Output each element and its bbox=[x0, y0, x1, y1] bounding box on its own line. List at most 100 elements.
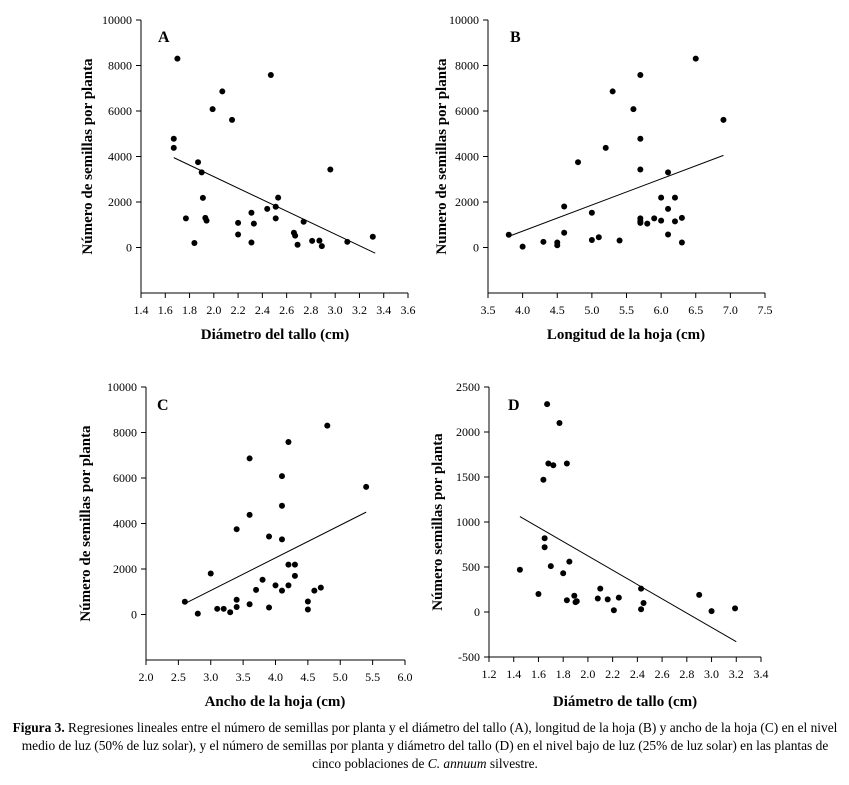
data-point-b bbox=[658, 217, 665, 224]
panel-letter-a: A bbox=[158, 29, 170, 46]
data-point-d bbox=[597, 585, 604, 592]
data-point-a bbox=[170, 144, 177, 151]
data-point-a bbox=[309, 237, 316, 244]
x-tick-label-d: 2.4 bbox=[630, 667, 645, 681]
data-point-b bbox=[692, 55, 699, 62]
y-tick-label-b: 6000 bbox=[455, 104, 479, 118]
y-tick-label-a: 8000 bbox=[108, 59, 132, 73]
regression-line-b bbox=[508, 154, 724, 237]
x-tick-label-b: 5.5 bbox=[619, 303, 634, 317]
regression-line-c bbox=[184, 511, 367, 605]
data-point-d bbox=[604, 596, 611, 603]
x-tick-label-d: 3.0 bbox=[704, 667, 719, 681]
data-point-a bbox=[235, 219, 242, 226]
x-tick-label-a: 2.8 bbox=[303, 303, 318, 317]
data-point-a bbox=[191, 239, 198, 246]
data-point-a bbox=[199, 194, 206, 201]
data-point-c bbox=[278, 473, 285, 480]
data-point-c bbox=[317, 584, 324, 591]
y-tick-label-a: 2000 bbox=[108, 195, 132, 209]
x-tick-label-b: 6.0 bbox=[654, 303, 669, 317]
data-point-b bbox=[651, 215, 658, 222]
data-point-c bbox=[233, 596, 240, 603]
data-point-c bbox=[246, 601, 253, 608]
x-tick-label-c: 2.5 bbox=[171, 670, 186, 684]
data-point-b bbox=[519, 243, 526, 250]
y-tick-label-a: 0 bbox=[126, 241, 132, 255]
data-point-a bbox=[198, 169, 205, 176]
data-point-c bbox=[233, 603, 240, 610]
data-point-c bbox=[285, 439, 292, 446]
data-point-b bbox=[595, 234, 602, 241]
data-point-d bbox=[541, 544, 548, 551]
data-point-c bbox=[259, 576, 266, 583]
caption-label: Figura 3. bbox=[12, 720, 65, 735]
x-axis-title-b: Longitud de la hoja (cm) bbox=[547, 327, 705, 343]
data-point-b bbox=[678, 214, 685, 221]
x-axis-title-c: Ancho de la hoja (cm) bbox=[205, 694, 346, 710]
data-point-b bbox=[609, 88, 616, 95]
x-tick-label-c: 4.5 bbox=[300, 670, 315, 684]
x-tick-label-a: 1.4 bbox=[134, 303, 149, 317]
data-point-a bbox=[235, 231, 242, 238]
x-tick-label-d: 1.6 bbox=[531, 667, 546, 681]
data-point-d bbox=[563, 597, 570, 604]
y-tick-label-b: 0 bbox=[473, 241, 479, 255]
data-point-d bbox=[566, 558, 573, 565]
data-point-d bbox=[640, 600, 647, 606]
data-point-a bbox=[316, 237, 323, 244]
data-point-c bbox=[291, 572, 298, 579]
y-axis-title-c: Número de semillas por planta bbox=[78, 425, 94, 622]
data-point-d bbox=[563, 460, 570, 467]
data-point-b bbox=[630, 106, 637, 113]
data-point-d bbox=[540, 476, 547, 483]
x-tick-label-d: 2.6 bbox=[655, 667, 670, 681]
data-point-b bbox=[678, 239, 685, 246]
data-point-c bbox=[266, 533, 273, 540]
data-point-b bbox=[665, 205, 672, 212]
y-tick-label-c: 6000 bbox=[113, 471, 137, 485]
y-tick-label-d: 2000 bbox=[456, 425, 480, 439]
data-point-d bbox=[516, 566, 523, 573]
data-point-c bbox=[253, 586, 260, 593]
data-point-a bbox=[369, 233, 376, 240]
y-tick-label-a: 4000 bbox=[108, 150, 132, 164]
panel-c: 0 2000 4000 6000 8000 10000 2.0 2.5 3.0 3.5 4.0 4.5… bbox=[78, 380, 413, 710]
x-axis-title-a: Diámetro del tallo (cm) bbox=[201, 327, 349, 343]
data-point-b bbox=[505, 231, 512, 238]
data-point-c bbox=[246, 455, 253, 462]
y-tick-label-c: 0 bbox=[131, 608, 137, 622]
data-point-d bbox=[708, 608, 715, 615]
data-point-b bbox=[658, 194, 665, 201]
y-tick-label-d: 1500 bbox=[456, 470, 480, 484]
data-point-c bbox=[246, 511, 253, 518]
data-point-a bbox=[248, 239, 255, 246]
x-tick-label-d: 1.8 bbox=[556, 667, 571, 681]
x-tick-label-a: 2.4 bbox=[255, 303, 270, 317]
data-point-d bbox=[550, 462, 557, 469]
data-point-a bbox=[170, 135, 177, 142]
y-tick-label-b: 8000 bbox=[455, 59, 479, 73]
data-point-b bbox=[644, 220, 651, 227]
data-point-c bbox=[227, 609, 234, 616]
data-point-b bbox=[588, 209, 595, 216]
data-point-c bbox=[220, 605, 227, 612]
data-point-b bbox=[575, 159, 582, 166]
data-point-b bbox=[637, 135, 644, 142]
data-point-a bbox=[267, 72, 274, 79]
data-point-c bbox=[285, 561, 292, 568]
x-tick-label-b: 4.0 bbox=[515, 303, 530, 317]
data-point-d bbox=[638, 606, 645, 613]
data-point-b bbox=[671, 218, 678, 225]
y-tick-label-c: 4000 bbox=[113, 517, 137, 531]
data-point-d bbox=[594, 595, 601, 602]
x-tick-label-c: 3.5 bbox=[236, 670, 251, 684]
x-tick-label-a: 2.0 bbox=[206, 303, 221, 317]
data-point-c bbox=[266, 604, 273, 611]
x-tick-label-c: 3.0 bbox=[203, 670, 218, 684]
x-tick-label-c: 2.0 bbox=[139, 670, 154, 684]
data-point-b bbox=[665, 231, 672, 238]
x-tick-label-a: 1.8 bbox=[182, 303, 197, 317]
data-point-b bbox=[637, 219, 644, 226]
